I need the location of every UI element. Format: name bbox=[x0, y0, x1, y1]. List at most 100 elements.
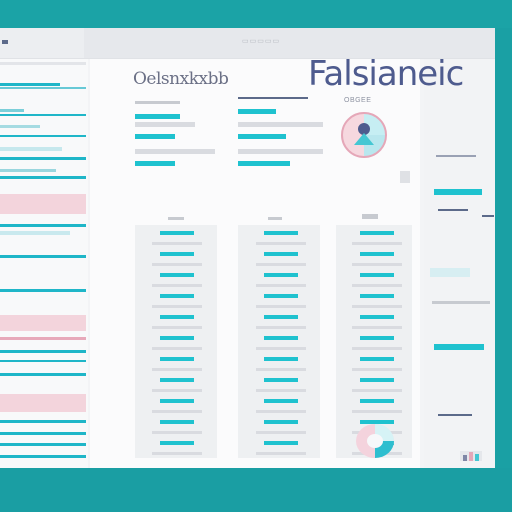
table-cell bbox=[152, 304, 202, 308]
table-cell bbox=[152, 325, 202, 329]
table-cell bbox=[352, 241, 402, 245]
table-cell bbox=[152, 409, 202, 413]
sidebar-item[interactable] bbox=[0, 420, 86, 423]
sidebar-item[interactable] bbox=[0, 109, 24, 112]
right-label bbox=[438, 209, 468, 211]
table-cell bbox=[160, 252, 194, 256]
table-cell bbox=[160, 399, 194, 403]
tab-label: ▭▭▭▭▭ bbox=[242, 38, 281, 45]
table-cell bbox=[264, 399, 298, 403]
sidebar-item[interactable] bbox=[0, 83, 60, 86]
sidebar-item[interactable] bbox=[0, 255, 86, 258]
page-title: Falsianeic bbox=[308, 54, 464, 94]
sidebar-item[interactable] bbox=[0, 289, 86, 292]
metric-bar bbox=[135, 114, 180, 119]
bar-chart-icon[interactable] bbox=[460, 449, 482, 468]
sidebar-item[interactable] bbox=[0, 360, 86, 362]
table-cell bbox=[264, 294, 298, 298]
sidebar-item[interactable] bbox=[0, 87, 86, 89]
sidebar-item[interactable] bbox=[0, 169, 56, 172]
sidebar-highlight[interactable] bbox=[0, 194, 86, 214]
sidebar-highlight[interactable] bbox=[0, 315, 86, 331]
table-cell bbox=[256, 283, 306, 287]
metric-bar-bg bbox=[238, 122, 323, 127]
top-bar: ▭▭▭▭▭ bbox=[0, 28, 495, 59]
table-cell bbox=[152, 241, 202, 245]
column-header bbox=[362, 214, 378, 219]
subheader-line bbox=[238, 97, 308, 99]
sidebar-highlight[interactable] bbox=[0, 394, 86, 412]
sidebar-item[interactable] bbox=[0, 373, 86, 376]
sidebar-item[interactable] bbox=[0, 135, 86, 137]
right-line bbox=[432, 301, 490, 304]
table-cell bbox=[152, 430, 202, 434]
donut-chart-icon[interactable] bbox=[354, 422, 396, 465]
metric-bar bbox=[135, 161, 175, 166]
sidebar-item[interactable] bbox=[0, 114, 86, 116]
table-cell bbox=[352, 346, 402, 350]
scroll-thumb[interactable] bbox=[400, 171, 410, 183]
table-cell bbox=[352, 325, 402, 329]
sidebar-item[interactable] bbox=[0, 337, 86, 340]
table-cell bbox=[264, 441, 298, 445]
bottom-background bbox=[0, 468, 512, 512]
table-cell bbox=[352, 283, 402, 287]
table-cell bbox=[264, 231, 298, 235]
table-cell bbox=[264, 336, 298, 340]
sidebar-item[interactable] bbox=[0, 224, 86, 227]
table-cell bbox=[264, 357, 298, 361]
sidebar-item[interactable] bbox=[0, 176, 86, 179]
sidebar-item[interactable] bbox=[0, 350, 86, 353]
sidebar-item[interactable] bbox=[0, 443, 86, 446]
right-metric-bar bbox=[434, 189, 482, 195]
right-panel bbox=[424, 59, 495, 468]
table-cell bbox=[160, 420, 194, 424]
table-cell bbox=[256, 367, 306, 371]
pie-chart-icon[interactable] bbox=[340, 111, 388, 164]
chart-label: OBGEE bbox=[344, 97, 372, 104]
metric-bar bbox=[238, 109, 276, 114]
table-cell bbox=[360, 315, 394, 319]
main-panel: Oelsnxkxbb OBGEE bbox=[90, 59, 420, 468]
table-cell bbox=[256, 451, 306, 455]
sidebar-item[interactable] bbox=[0, 125, 40, 128]
sidebar-item[interactable] bbox=[0, 147, 62, 151]
label-line bbox=[135, 101, 180, 104]
table-cell bbox=[360, 294, 394, 298]
table-cell bbox=[152, 367, 202, 371]
sidebar bbox=[0, 59, 88, 468]
table-cell bbox=[256, 325, 306, 329]
table-cell bbox=[264, 273, 298, 277]
top-background bbox=[0, 0, 512, 28]
column-header bbox=[168, 217, 184, 220]
table-cell bbox=[256, 346, 306, 350]
table-cell bbox=[256, 262, 306, 266]
table-cell bbox=[352, 388, 402, 392]
table-cell bbox=[256, 388, 306, 392]
right-label bbox=[438, 414, 472, 416]
metric-bar-bg bbox=[238, 149, 323, 154]
sidebar-item[interactable] bbox=[0, 432, 86, 435]
table-cell bbox=[152, 388, 202, 392]
table-cell bbox=[256, 430, 306, 434]
tab-main[interactable]: ▭▭▭▭▭ bbox=[84, 28, 495, 58]
table-cell bbox=[160, 336, 194, 340]
sidebar-item[interactable] bbox=[0, 157, 86, 160]
table-cell bbox=[160, 294, 194, 298]
table-cell bbox=[264, 420, 298, 424]
table-cell bbox=[256, 304, 306, 308]
table-cell bbox=[360, 336, 394, 340]
table-cell bbox=[360, 252, 394, 256]
section-title: Oelsnxkxbb bbox=[133, 69, 229, 89]
table-cell bbox=[160, 378, 194, 382]
right-chart bbox=[430, 268, 470, 277]
table-cell bbox=[352, 262, 402, 266]
table-cell bbox=[360, 378, 394, 382]
table-cell bbox=[160, 357, 194, 361]
table-cell bbox=[152, 346, 202, 350]
sidebar-item[interactable] bbox=[0, 455, 86, 458]
sidebar-row bbox=[0, 62, 86, 65]
table-cell bbox=[352, 367, 402, 371]
sidebar-item[interactable] bbox=[0, 231, 70, 235]
menu-icon[interactable] bbox=[2, 40, 8, 44]
